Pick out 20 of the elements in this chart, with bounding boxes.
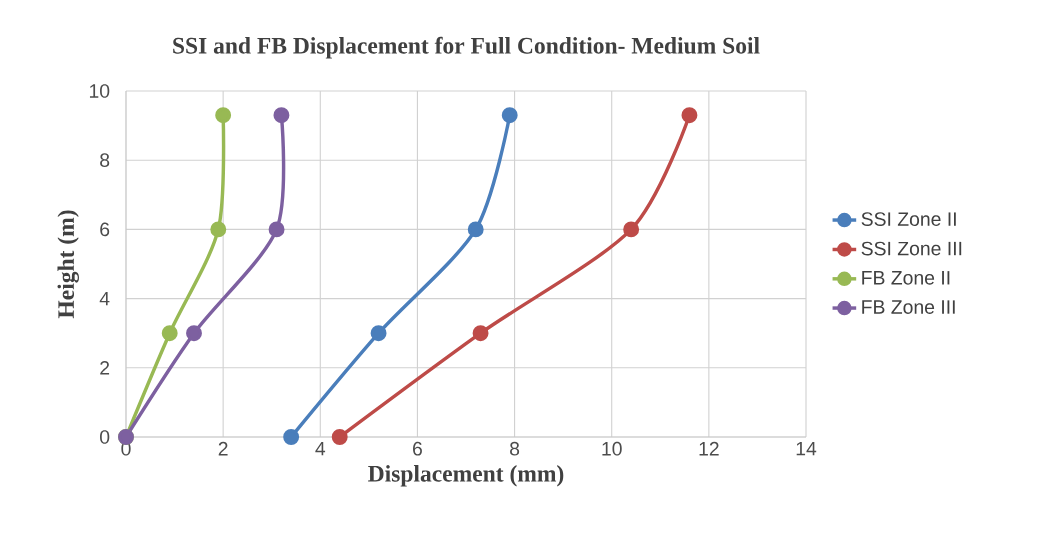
legend-label: FB Zone II	[862, 271, 950, 285]
y-tick-label: 2	[100, 361, 110, 375]
x-axis-title: Displacement (mm)	[368, 465, 564, 487]
chart-title: SSI and FB Displacement for Full Condition- Medium Soil	[173, 36, 760, 59]
y-tick-label: 8	[100, 153, 110, 168]
legend-label: SSI Zone III	[861, 241, 962, 256]
legend-label: SSI Zone II	[861, 212, 956, 226]
x-tick-label: 2	[218, 441, 228, 456]
x-tick-label: 8	[510, 441, 520, 456]
y-tick-label: 4	[99, 291, 110, 306]
x-tick-label: 14	[796, 441, 817, 456]
x-tick-label: 12	[699, 441, 719, 456]
x-tick-label: 4	[315, 441, 326, 456]
y-tick-label: 10	[89, 84, 110, 98]
x-tick-label: 10	[602, 441, 622, 456]
y-axis-title: Height (m)	[57, 210, 79, 319]
x-tick-label: 6	[413, 441, 422, 456]
y-tick-label: 0	[100, 430, 110, 444]
y-tick-label: 6	[100, 222, 110, 237]
legend-label: FB Zone III	[862, 300, 955, 314]
